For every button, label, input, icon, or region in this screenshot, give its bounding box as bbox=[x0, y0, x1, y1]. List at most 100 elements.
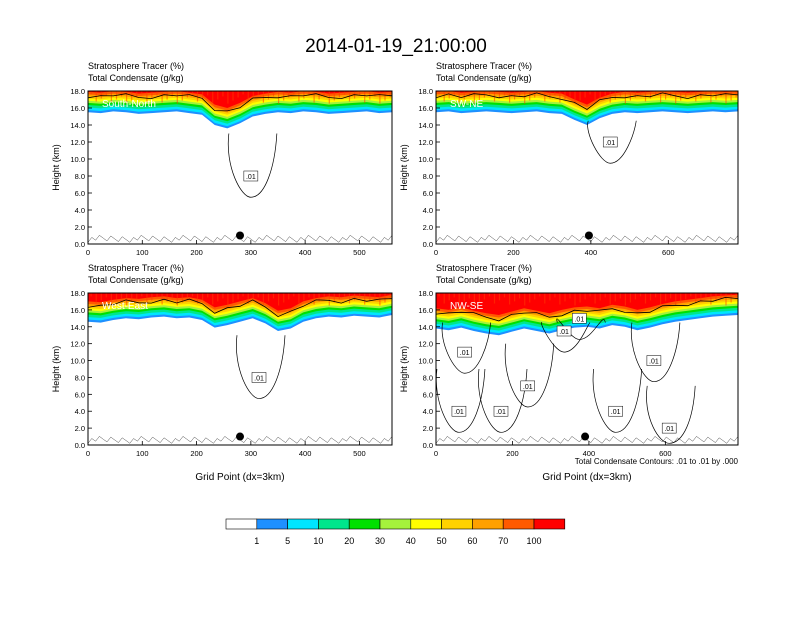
tracer-streak bbox=[599, 293, 601, 301]
subtitle-condensate: Total Condensate (g/kg) bbox=[436, 275, 532, 285]
tracer-streak bbox=[267, 91, 270, 100]
y-axis-label: Height (km) bbox=[399, 346, 409, 393]
contour-label-box bbox=[457, 346, 472, 358]
tracer-streak bbox=[161, 91, 163, 103]
tracer-streak bbox=[181, 293, 183, 303]
y-axis-label: Height (km) bbox=[51, 346, 61, 393]
y-axis-label: Height (km) bbox=[51, 144, 61, 191]
tracer-streak bbox=[115, 293, 118, 302]
tracer-streak bbox=[176, 91, 178, 104]
tracer-field bbox=[88, 293, 392, 444]
tracer-streak bbox=[237, 91, 239, 98]
colorbar-swatch bbox=[256, 518, 288, 530]
tracer-streak bbox=[529, 293, 531, 303]
y-tick-label: 12.0 bbox=[70, 138, 85, 147]
tracer-streak bbox=[110, 91, 112, 103]
tracer-streak bbox=[389, 293, 391, 300]
x-tick-label: 0 bbox=[86, 449, 90, 458]
tracer-streak bbox=[478, 293, 480, 303]
tracer-streak bbox=[710, 293, 712, 305]
location-marker bbox=[581, 432, 590, 441]
tracer-streak bbox=[670, 91, 672, 97]
condensate-contour bbox=[236, 335, 286, 399]
colorbar-label: 30 bbox=[375, 536, 385, 546]
subtitle-tracer: Stratosphere Tracer (%) bbox=[88, 61, 184, 71]
colorbar-swatch bbox=[348, 518, 381, 530]
tracer-streak bbox=[151, 91, 153, 99]
plot-frame bbox=[87, 90, 393, 245]
tracer-streak bbox=[463, 91, 465, 100]
tracer-streak bbox=[308, 91, 310, 96]
tracer-streak bbox=[488, 91, 491, 95]
colorbar-swatch bbox=[379, 518, 412, 530]
tracer-streak bbox=[655, 293, 657, 298]
tracer-streak bbox=[126, 91, 128, 104]
colorbar-label: 1 bbox=[254, 536, 259, 546]
y-tick-label: 2.0 bbox=[423, 223, 433, 232]
tracer-streak bbox=[232, 293, 234, 303]
tracer-streak bbox=[695, 293, 697, 304]
tracer-streak bbox=[443, 293, 445, 304]
tracer-streak bbox=[186, 91, 188, 98]
tracer-streak bbox=[498, 293, 501, 301]
tracer-streak bbox=[584, 91, 586, 98]
tracer-streak bbox=[483, 91, 485, 98]
colorbar-swatch bbox=[225, 518, 258, 530]
panel-west-east: .01 West-East Stratosphere Tracer (%) Total… bbox=[51, 263, 393, 483]
condensate-contour bbox=[504, 343, 555, 408]
tracer-streak bbox=[247, 91, 249, 102]
tracer-streak bbox=[227, 91, 229, 104]
contour-label-box bbox=[520, 380, 535, 392]
tracer-streak bbox=[690, 91, 692, 95]
contour-label: .01 bbox=[664, 426, 674, 433]
tracer-streak bbox=[453, 293, 455, 298]
plot-frame bbox=[87, 292, 393, 446]
contour-label-box bbox=[493, 405, 509, 417]
tracer-streak bbox=[675, 293, 677, 306]
condensate-contour bbox=[592, 368, 643, 433]
y-tick-label: 10.0 bbox=[418, 357, 433, 366]
tracer-streak bbox=[680, 293, 682, 303]
y-tick-label: 14.0 bbox=[418, 323, 433, 332]
colorbar-label: 40 bbox=[406, 536, 416, 546]
y-tick-label: 6.0 bbox=[75, 189, 85, 198]
tracer-streak bbox=[685, 293, 687, 300]
tracer-streak bbox=[95, 293, 97, 304]
tracer-streak bbox=[705, 91, 707, 96]
subtitle-condensate: Total Condensate (g/kg) bbox=[436, 73, 532, 83]
tracer-streak bbox=[544, 91, 546, 102]
tracer-streak bbox=[303, 91, 305, 99]
tracer-streak bbox=[665, 293, 667, 302]
panel-sw-ne: .01 SW-NE Stratosphere Tracer (%) Total Con… bbox=[399, 61, 739, 257]
tracer-streak bbox=[227, 293, 229, 306]
tracer-streak bbox=[257, 293, 259, 298]
y-tick-label: 12.0 bbox=[418, 340, 433, 349]
colorbar-label: 60 bbox=[467, 536, 477, 546]
tracer-streak bbox=[710, 91, 712, 103]
y-tick-label: 0.0 bbox=[423, 441, 433, 450]
tracer-streak bbox=[660, 91, 662, 103]
tracer-streak bbox=[156, 91, 158, 96]
contour-label: .01 bbox=[559, 329, 569, 336]
condensate-contour bbox=[227, 133, 278, 198]
tracer-streak bbox=[604, 91, 606, 96]
tracer-band-10 bbox=[436, 91, 738, 105]
tracer-streak bbox=[498, 91, 501, 99]
tracer-streak bbox=[141, 91, 143, 95]
tracer-streak bbox=[599, 91, 601, 99]
tracer-streak bbox=[100, 91, 102, 99]
tracer-streak bbox=[120, 293, 123, 299]
y-tick-label: 8.0 bbox=[75, 373, 85, 382]
tracer-streak bbox=[539, 91, 541, 95]
tracer-streak bbox=[493, 293, 496, 304]
colorbar: 1 5 10 20 30 40 50 60 70 100 bbox=[225, 518, 566, 546]
figure-title: 2014-01-19_21:00:00 bbox=[305, 36, 487, 57]
tracer-streak bbox=[715, 293, 717, 302]
tracer-streak bbox=[318, 91, 320, 100]
tracer-streak bbox=[544, 293, 546, 304]
tracer-streak bbox=[222, 293, 224, 299]
colorbar-label: 10 bbox=[313, 536, 323, 546]
y-tick-label: 14.0 bbox=[418, 121, 433, 130]
tracer-streak bbox=[338, 293, 340, 300]
contour-label-box bbox=[646, 355, 662, 366]
